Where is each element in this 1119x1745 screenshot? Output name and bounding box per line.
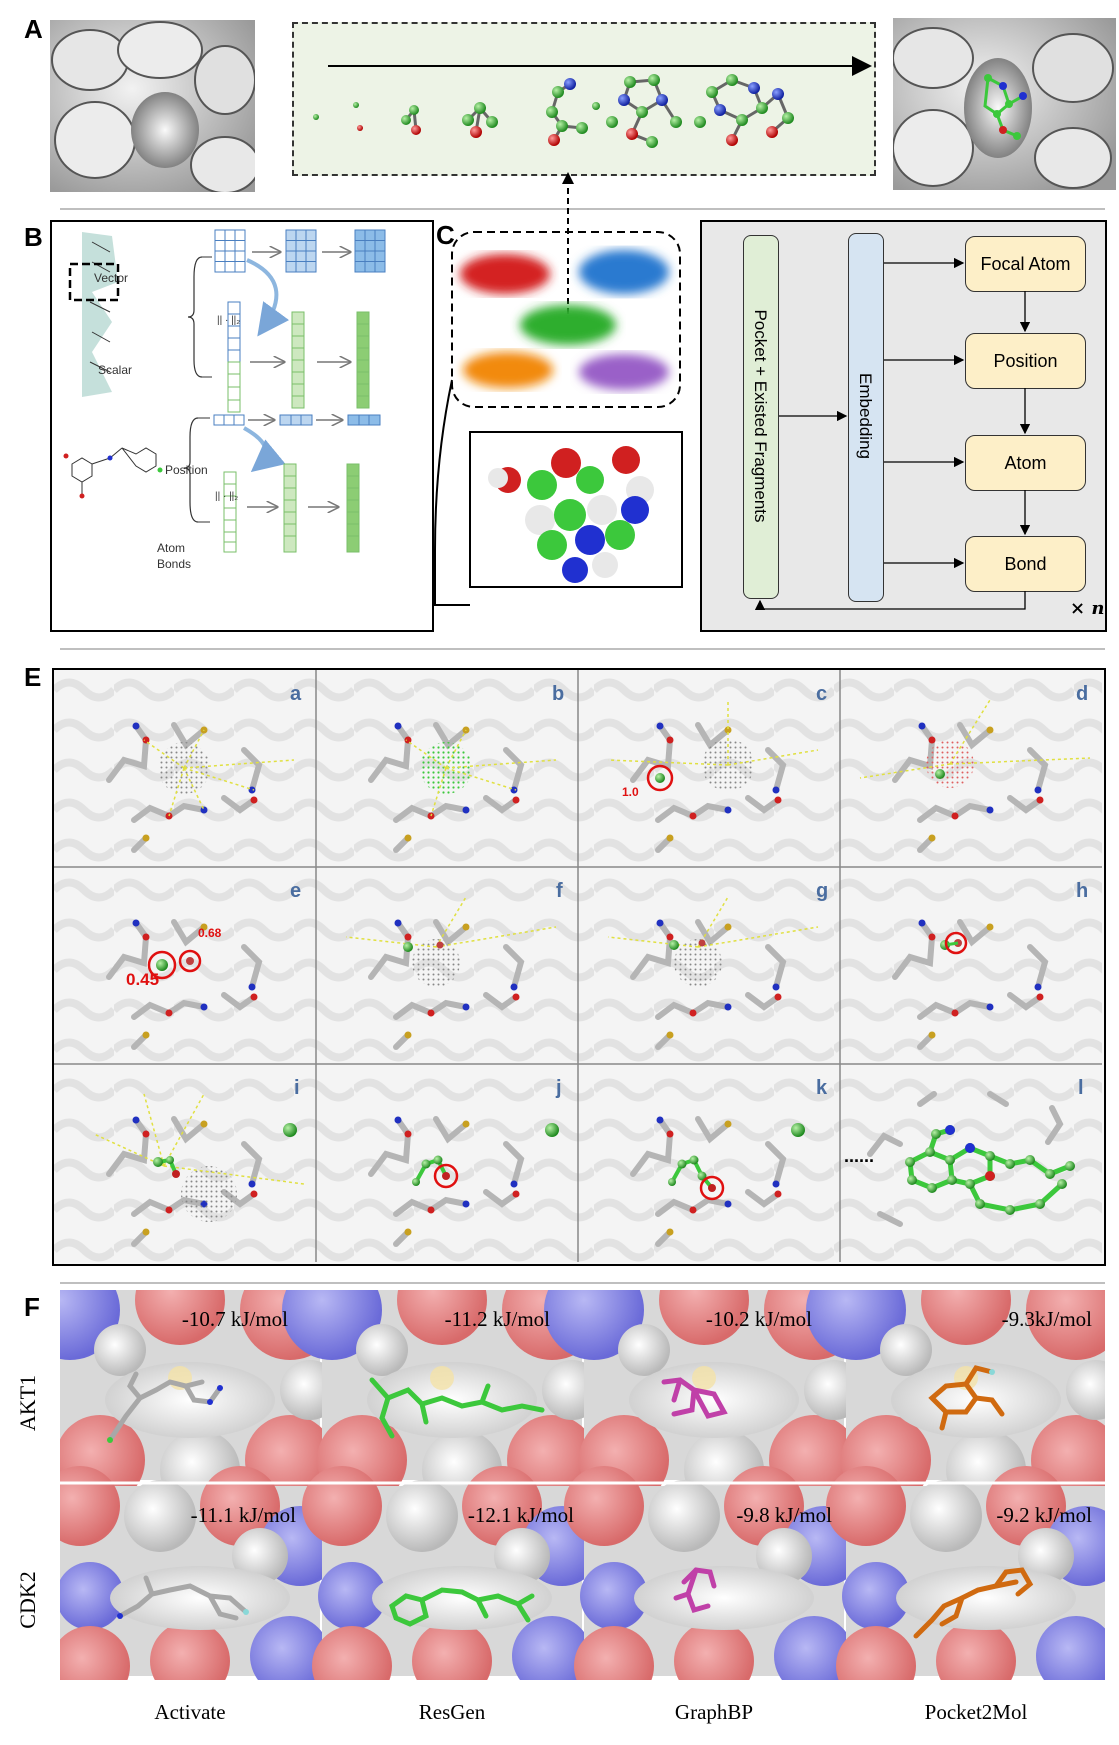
panel-label-a: A	[24, 14, 43, 44]
position-step: Position	[965, 333, 1086, 389]
column-label-graphbp: GraphBP	[674, 1700, 754, 1724]
cell-letter-e: e	[290, 880, 301, 902]
row-label-cdk2: CDK2	[15, 1571, 40, 1629]
energy-akt1-graphbp: -10.2 kJ/mol	[706, 1307, 812, 1331]
panel-label-c: C	[436, 220, 455, 250]
cell-letter-d: d	[1076, 683, 1088, 705]
energy-cdk2-graphbp: -9.8 kJ/mol	[736, 1503, 832, 1527]
pocket-surface-right	[893, 18, 1116, 190]
label-norm-1: || · ||₂	[217, 315, 241, 326]
label-atom: Atom	[157, 541, 186, 555]
panel-label-e: E	[24, 662, 42, 692]
docking-comparison-grid: -10.7 kJ/mol -11.2 kJ/mol -10.2 kJ/mol -…	[60, 1290, 1105, 1680]
panel-label-b: B	[24, 222, 43, 252]
divider	[60, 208, 1105, 210]
cell-letter-a: a	[290, 683, 302, 705]
focal-atom-step: Focal Atom	[965, 236, 1086, 292]
energy-akt1-pocket2mol: -9.3kJ/mol	[1002, 1307, 1093, 1331]
energy-akt1-resgen: -11.2 kJ/mol	[445, 1307, 551, 1331]
panel-label-f: F	[24, 1292, 40, 1322]
cell-letter-l: l	[1078, 1077, 1084, 1099]
label-vector: Vector	[94, 271, 129, 285]
cell-letter-g: g	[816, 880, 828, 902]
pocket-fragments-box	[743, 235, 779, 599]
cell-letter-h: h	[1076, 880, 1088, 902]
flow-arrows	[754, 257, 1031, 611]
pocket-surface-left	[50, 20, 255, 192]
panel-b-box	[50, 220, 434, 632]
energy-cdk2-activate: -11.1 kJ/mol	[191, 1503, 297, 1527]
divider	[60, 1282, 1105, 1284]
annotation-value-e-2: 0.45	[126, 970, 159, 989]
annotation-value-e-1: 0.68	[198, 926, 222, 940]
cell-letter-b: b	[552, 683, 564, 705]
label-norm-2: || · ||₂	[215, 491, 239, 502]
annotation-value-c: 1.0	[622, 785, 639, 799]
label-position: Position	[165, 463, 208, 477]
atom-step: Atom	[965, 435, 1086, 491]
energy-cdk2-resgen: -12.1 kJ/mol	[468, 1503, 574, 1527]
column-label-resgen: ResGen	[418, 1700, 486, 1724]
divider	[60, 648, 1105, 650]
cell-letter-k: k	[816, 1077, 828, 1099]
cell-letter-i: i	[294, 1077, 300, 1099]
continuation-dots: ......	[844, 1146, 874, 1166]
label-bonds: Bonds	[157, 557, 192, 571]
equivariant-network-diagram	[63, 229, 386, 553]
column-label-pocket2mol: Pocket2Mol	[924, 1700, 1028, 1724]
generation-sequence	[313, 56, 872, 148]
row-label-akt1: AKT1	[15, 1374, 40, 1432]
cell-letter-j: j	[555, 1077, 562, 1099]
cell-letter-f: f	[556, 880, 563, 902]
energy-akt1-activate: -10.7 kJ/mol	[182, 1307, 288, 1331]
label-scalar: Scalar	[98, 363, 133, 377]
repeat-label: × n	[1070, 598, 1105, 619]
latent-distribution	[434, 172, 683, 606]
energy-cdk2-pocket2mol: -9.2 kJ/mol	[996, 1503, 1092, 1527]
column-label-activate: Activate	[154, 1700, 226, 1724]
embedding-box	[848, 233, 884, 602]
generation-steps-grid: a b c d e f g h i j k l 1.0 0.68 0.45 ..…	[54, 670, 1102, 1262]
cell-letter-c: c	[816, 683, 827, 705]
